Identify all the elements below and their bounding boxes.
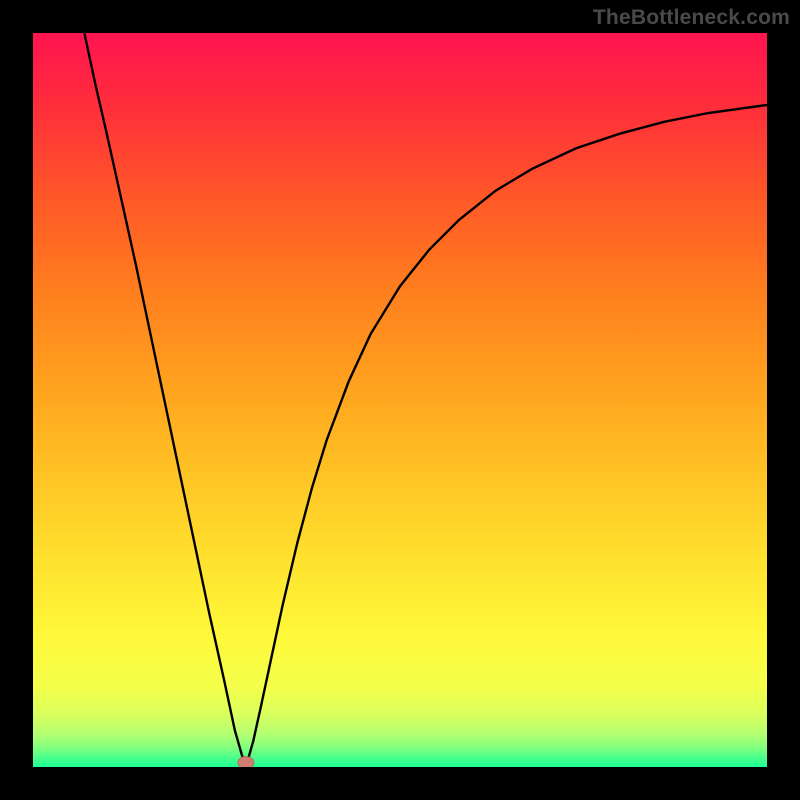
plot-area (33, 33, 767, 767)
bottleneck-curve (33, 33, 767, 767)
chart-container: TheBottleneck.com (0, 0, 800, 800)
watermark-text: TheBottleneck.com (593, 6, 790, 30)
minimum-marker (238, 757, 254, 767)
